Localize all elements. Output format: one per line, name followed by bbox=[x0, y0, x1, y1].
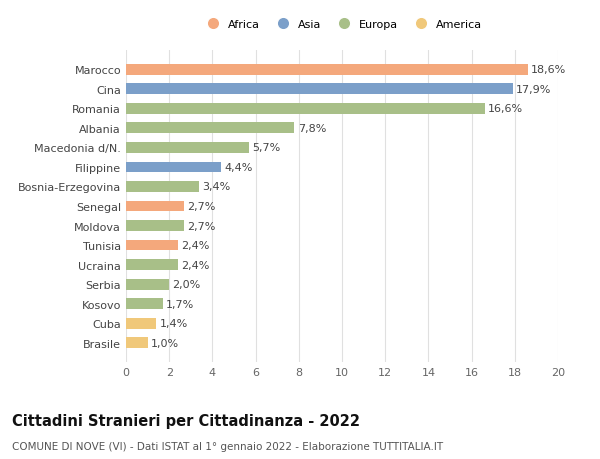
Text: 1,0%: 1,0% bbox=[151, 338, 179, 348]
Bar bbox=[126, 260, 178, 270]
Text: COMUNE DI NOVE (VI) - Dati ISTAT al 1° gennaio 2022 - Elaborazione TUTTITALIA.IT: COMUNE DI NOVE (VI) - Dati ISTAT al 1° g… bbox=[12, 441, 443, 451]
Bar bbox=[126, 279, 169, 290]
Text: 2,7%: 2,7% bbox=[188, 221, 216, 231]
Bar bbox=[126, 240, 178, 251]
Text: 5,7%: 5,7% bbox=[253, 143, 281, 153]
Bar bbox=[126, 299, 163, 309]
Text: 1,4%: 1,4% bbox=[160, 319, 188, 329]
Text: 16,6%: 16,6% bbox=[488, 104, 523, 114]
Bar bbox=[126, 182, 199, 192]
Bar bbox=[126, 65, 528, 75]
Text: 1,7%: 1,7% bbox=[166, 299, 194, 309]
Text: 3,4%: 3,4% bbox=[203, 182, 231, 192]
Text: Cittadini Stranieri per Cittadinanza - 2022: Cittadini Stranieri per Cittadinanza - 2… bbox=[12, 413, 360, 428]
Text: 7,8%: 7,8% bbox=[298, 123, 326, 134]
Bar bbox=[126, 84, 512, 95]
Legend: Africa, Asia, Europa, America: Africa, Asia, Europa, America bbox=[197, 16, 487, 34]
Text: 2,0%: 2,0% bbox=[172, 280, 200, 290]
Bar bbox=[126, 162, 221, 173]
Bar bbox=[126, 123, 295, 134]
Text: 4,4%: 4,4% bbox=[224, 162, 253, 173]
Text: 17,9%: 17,9% bbox=[516, 84, 551, 95]
Text: 18,6%: 18,6% bbox=[531, 65, 566, 75]
Text: 2,4%: 2,4% bbox=[181, 241, 209, 251]
Text: 2,7%: 2,7% bbox=[188, 202, 216, 212]
Bar bbox=[126, 338, 148, 348]
Text: 2,4%: 2,4% bbox=[181, 260, 209, 270]
Bar bbox=[126, 201, 184, 212]
Bar bbox=[126, 104, 485, 114]
Bar bbox=[126, 143, 249, 153]
Bar bbox=[126, 318, 156, 329]
Bar bbox=[126, 221, 184, 231]
